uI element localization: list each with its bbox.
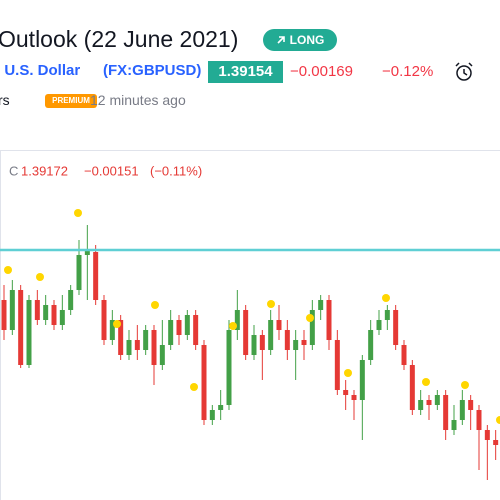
candle-body (393, 310, 399, 345)
candle-body (326, 300, 332, 340)
idea-marker (422, 378, 430, 386)
candle-body (368, 330, 374, 360)
change: −0.00169 (290, 63, 353, 80)
idea-marker (113, 320, 121, 328)
candle-body (309, 310, 315, 345)
candle-body (43, 305, 49, 320)
idea-marker (461, 381, 469, 389)
premium-badge: PREMIUM (45, 94, 97, 108)
candle-body (484, 430, 490, 440)
idea-marker (151, 301, 159, 309)
idea-marker (382, 294, 390, 302)
alert-icon[interactable] (452, 60, 476, 84)
candle-body (451, 420, 457, 430)
candle-body (51, 305, 57, 325)
candle-body (334, 340, 340, 390)
author[interactable]: rs (0, 92, 10, 108)
candle-body (18, 290, 24, 365)
candle-body (126, 340, 132, 355)
candle-body (276, 320, 282, 330)
candle-body (93, 252, 99, 300)
idea-marker (267, 300, 275, 308)
candle-body (409, 365, 415, 410)
time: 12 minutes ago (90, 92, 186, 108)
candle-body (384, 310, 390, 320)
candle-body (426, 400, 432, 405)
candle-body (84, 250, 90, 255)
long-badge[interactable]: LONG (263, 29, 337, 51)
idea-marker (344, 369, 352, 377)
legend-change-percent: (−0.11%) (150, 163, 202, 178)
candle-body (1, 300, 7, 330)
candle-body (259, 335, 265, 350)
symbol[interactable]: (FX:GBPUSD) (103, 62, 202, 79)
idea-marker (4, 266, 12, 274)
candle-body (268, 320, 274, 350)
candle-body (293, 340, 299, 350)
candle-body (318, 300, 324, 310)
idea-marker (306, 314, 314, 322)
candle-body (34, 300, 40, 320)
change-percent: −0.12% (382, 63, 434, 80)
candle-body (284, 330, 290, 350)
candle-body (251, 335, 257, 355)
candle-body (193, 315, 199, 345)
legend-label: C (9, 163, 18, 178)
candle-body (59, 310, 65, 325)
candle-body (9, 290, 15, 330)
candle-body (168, 320, 174, 345)
idea-marker (496, 416, 500, 424)
arrow-icon (277, 36, 285, 44)
badge-text: LONG (289, 33, 325, 47)
candle-body (159, 345, 165, 365)
candle-body (468, 400, 474, 410)
candle-body (76, 255, 82, 290)
candle-body (459, 400, 465, 420)
idea-title: Outlook (22 June 2021) (0, 26, 239, 52)
idea-marker (74, 209, 82, 217)
candle-body (26, 300, 32, 365)
candle-body (234, 310, 240, 330)
symbol-name[interactable]: / U.S. Dollar (0, 62, 81, 79)
candle-body (101, 300, 107, 340)
candle-body (418, 400, 424, 410)
idea-marker (36, 273, 44, 281)
candle-body (134, 340, 140, 350)
candle-body (443, 395, 449, 430)
candle-body (68, 290, 74, 310)
candle-body (351, 395, 357, 400)
candle-body (493, 440, 499, 445)
candle-body (184, 315, 190, 335)
candle-body (218, 405, 224, 410)
candle-body (209, 410, 215, 420)
candle-body (401, 345, 407, 365)
candle-body (376, 320, 382, 330)
legend-change: −0.00151 (84, 163, 139, 178)
candle-body (176, 320, 182, 335)
candle-body (109, 320, 115, 340)
candle-body (343, 390, 349, 395)
candle-body (118, 320, 124, 355)
legend-close: 1.39172 (21, 163, 68, 178)
candle-body (226, 330, 232, 405)
candle-body (301, 340, 307, 345)
candle-body (476, 410, 482, 430)
candle-body (201, 345, 207, 420)
candle-body (151, 330, 157, 365)
candle-body (359, 360, 365, 400)
price: 1.39154 (208, 61, 283, 83)
idea-marker (190, 383, 198, 391)
candle-body (243, 310, 249, 355)
candle-body (143, 330, 149, 350)
idea-marker (229, 322, 237, 330)
candle-body (434, 395, 440, 405)
